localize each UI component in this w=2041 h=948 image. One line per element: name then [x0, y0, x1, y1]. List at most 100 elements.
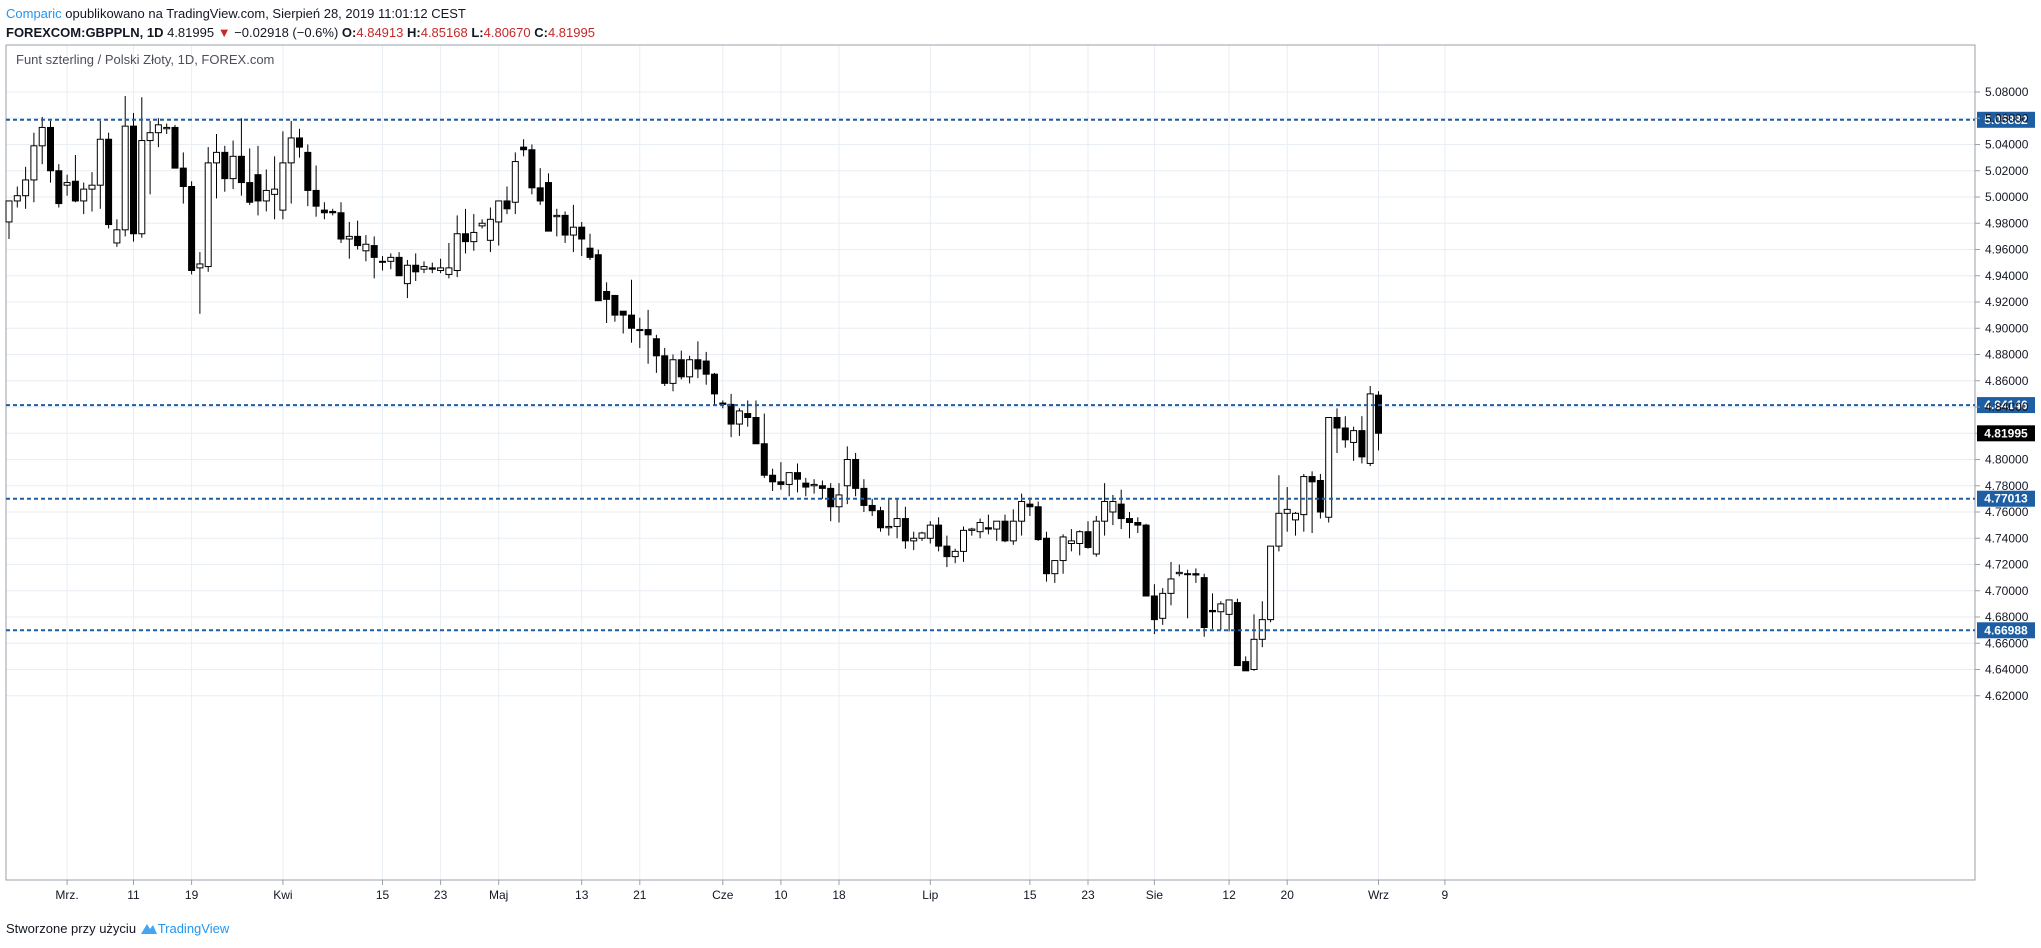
candle-down: [312, 189, 320, 207]
candle-up: [287, 137, 295, 164]
candle-down: [1375, 394, 1382, 434]
horizontal-levels[interactable]: 5.05882 4.84146 4.77013 4.66988: [6, 111, 2035, 639]
low-value: 4.80670: [483, 25, 531, 40]
candle-up: [213, 151, 220, 164]
candle-up: [1267, 545, 1275, 621]
candle-down: [329, 210, 337, 214]
candle-down: [644, 329, 652, 336]
candle-up: [63, 182, 71, 186]
price-tick-label: 4.80000: [1985, 453, 2029, 467]
candle-up: [196, 263, 204, 269]
change-value: −0.02918 (−0.6%): [234, 25, 339, 40]
symbol-line: FOREXCOM:GBPPLN, 1D 4.81995 ▼ −0.02918 (…: [6, 23, 2036, 42]
open-label: O:: [341, 25, 357, 40]
candle-down: [827, 487, 835, 508]
time-tick-label: Kwi: [273, 888, 292, 902]
candle-down: [370, 245, 378, 258]
last-price-label: 4.81995: [1984, 426, 2028, 440]
candle-up: [1292, 512, 1299, 521]
candle-up: [387, 256, 395, 262]
candle-down: [702, 360, 710, 375]
candle-down: [1316, 480, 1324, 513]
time-tick-label: Lip: [922, 888, 938, 902]
grid-lines: [6, 45, 1975, 880]
candle-up: [1018, 501, 1026, 522]
candle-down: [1192, 573, 1200, 576]
tradingview-logo-icon: [140, 921, 158, 938]
candle-up: [1159, 592, 1167, 619]
candle-up: [910, 537, 918, 542]
price-tick-label: 4.62000: [1985, 689, 2029, 703]
chart-title: Funt szterling / Polski Złoty, 1D, FOREX…: [16, 52, 274, 67]
candle-down: [694, 359, 702, 370]
candle-up: [1250, 638, 1258, 670]
price-tick-label: 4.90000: [1985, 321, 2029, 335]
time-tick-label: Mrz.: [55, 888, 78, 902]
candle-up: [495, 200, 503, 223]
candle-down: [619, 310, 627, 316]
candle-up: [121, 125, 129, 231]
candle-up: [1275, 512, 1283, 547]
candle-up: [204, 162, 212, 268]
price-tick-label: 4.76000: [1985, 505, 2029, 519]
price-tick-label: 5.02000: [1985, 164, 2029, 178]
footer-label: Stworzone przy użyciu: [6, 921, 137, 936]
candle-up: [1076, 531, 1084, 544]
candle-down: [794, 472, 801, 480]
candle-up: [976, 522, 984, 533]
candle-up: [569, 226, 577, 236]
candle-up: [1325, 417, 1333, 518]
candle-down: [1150, 595, 1158, 621]
time-tick-label: 20: [1281, 888, 1295, 902]
candle-up: [1067, 540, 1075, 544]
price-tick-label: 4.92000: [1985, 295, 2029, 309]
candle-down: [536, 187, 544, 202]
candle-up: [445, 267, 453, 275]
last-price-marker: 4.81995: [1977, 425, 2035, 442]
price-tick-label: 4.72000: [1985, 558, 2029, 572]
candle-down: [1308, 476, 1316, 483]
candle-down: [1358, 430, 1366, 458]
candle-up: [1175, 571, 1183, 575]
candle-up: [1300, 476, 1308, 516]
open-value: 4.84913: [356, 25, 404, 40]
candle-up: [163, 126, 171, 130]
candle-up: [478, 222, 486, 227]
price-tick-label: 5.06000: [1985, 111, 2029, 125]
candle-down: [1043, 537, 1050, 575]
candle-up: [1109, 501, 1117, 513]
footer-brand-link[interactable]: TradingView: [157, 921, 230, 936]
candle-down: [943, 545, 951, 558]
time-tick-label: Cze: [712, 888, 734, 902]
candle-down: [603, 291, 611, 300]
candle-up: [379, 260, 386, 263]
candle-down: [320, 209, 328, 214]
price-tick-label: 5.00000: [1985, 190, 2029, 204]
candle-down: [1034, 506, 1042, 541]
level-tag: [1977, 622, 2035, 639]
time-tick-label: 21: [633, 888, 647, 902]
candle-up: [511, 161, 519, 203]
level-tag-label: 4.66988: [1984, 623, 2028, 637]
candle-up: [1167, 578, 1175, 594]
candle-up: [810, 483, 818, 487]
candle-up: [279, 162, 287, 211]
candle-up: [735, 410, 743, 425]
candle-down: [528, 149, 536, 189]
candle-down: [246, 182, 254, 203]
candle-down: [652, 338, 660, 357]
candle-up: [113, 229, 121, 244]
time-tick-label: 23: [1081, 888, 1095, 902]
time-tick-label: 19: [185, 888, 199, 902]
author-link[interactable]: Comparic: [6, 6, 62, 21]
price-tick-label: 4.86000: [1985, 374, 2029, 388]
candle-down: [296, 137, 303, 148]
time-tick-label: 11: [127, 888, 140, 902]
candle-down: [711, 373, 718, 395]
candle-down: [1333, 417, 1341, 429]
low-label: L:: [471, 25, 484, 40]
candle-down: [1001, 520, 1009, 542]
time-tick-label: 15: [376, 888, 390, 902]
price-tick-label: 5.08000: [1985, 85, 2029, 99]
candle-down: [818, 485, 826, 489]
